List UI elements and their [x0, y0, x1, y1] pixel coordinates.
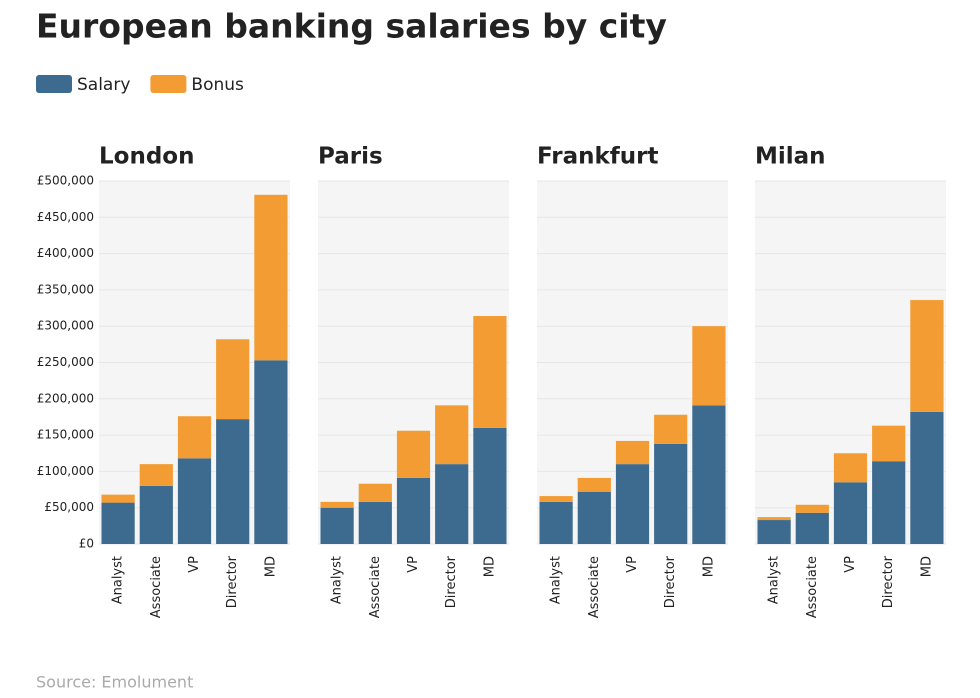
- y-tick-label: £500,000: [37, 174, 94, 188]
- bar-segment: [910, 300, 944, 412]
- bar-segment: [473, 316, 507, 428]
- bar-segment: [320, 501, 354, 508]
- y-tick-label: £300,000: [37, 319, 94, 333]
- y-tick-label: £350,000: [37, 282, 94, 296]
- x-tick-label: Analyst: [330, 556, 345, 604]
- bar-segment: [692, 405, 726, 544]
- panel-title: Frankfurt: [537, 144, 659, 170]
- bar-segment: [577, 491, 611, 544]
- bar-segment: [872, 461, 906, 544]
- bar-segment: [615, 464, 650, 544]
- bar-segment: [435, 464, 469, 544]
- x-tick-label: VP: [187, 556, 202, 573]
- x-tick-label: VP: [406, 556, 421, 573]
- x-tick-label: VP: [843, 556, 858, 573]
- x-tick-label: Analyst: [111, 556, 126, 604]
- bar-segment: [692, 326, 726, 406]
- x-tick-label: Director: [663, 555, 678, 608]
- x-tick-label: Associate: [368, 556, 383, 618]
- legend-label: Bonus: [191, 75, 244, 95]
- chart-title: European banking salaries by city: [36, 7, 667, 46]
- bar-segment: [539, 501, 573, 544]
- bar-segment: [615, 440, 650, 465]
- x-tick-label: Analyst: [767, 556, 782, 604]
- bar-segment: [254, 194, 288, 361]
- x-tick-label: Associate: [587, 556, 602, 618]
- bar-segment: [833, 453, 868, 483]
- x-tick-label: Associate: [149, 556, 164, 618]
- x-tick-label: Director: [225, 555, 240, 608]
- panel-title: Milan: [755, 144, 826, 170]
- bar-segment: [139, 485, 173, 544]
- bar-segment: [795, 512, 829, 544]
- bar-segment: [216, 419, 250, 544]
- y-tick-label: £0: [79, 537, 94, 551]
- panel-title: London: [99, 144, 194, 170]
- y-tick-label: £250,000: [37, 355, 94, 369]
- y-tick-label: £400,000: [37, 246, 94, 260]
- bar-segment: [833, 482, 868, 544]
- x-tick-label: MD: [701, 556, 716, 577]
- bar-segment: [435, 405, 469, 465]
- y-tick-label: £150,000: [37, 428, 94, 442]
- source: Source: Emolument: [36, 673, 193, 692]
- y-tick-label: £450,000: [37, 210, 94, 224]
- bar-segment: [320, 507, 354, 544]
- y-tick-label: £100,000: [37, 464, 94, 478]
- y-tick-label: £200,000: [37, 391, 94, 405]
- bar-segment: [872, 425, 906, 462]
- bar-segment: [177, 458, 212, 544]
- x-tick-label: Director: [444, 555, 459, 608]
- bar-segment: [396, 430, 431, 478]
- bar-segment: [654, 414, 688, 444]
- y-tick-label: £50,000: [44, 500, 94, 514]
- x-tick-label: Analyst: [549, 556, 564, 604]
- bar-segment: [654, 443, 688, 544]
- bar-segment: [358, 483, 392, 502]
- legend-swatch: [150, 75, 187, 93]
- bar-segment: [910, 411, 944, 544]
- bar-segment: [757, 517, 791, 521]
- x-tick-label: MD: [919, 556, 934, 577]
- bar-segment: [757, 520, 791, 544]
- legend-label: Salary: [77, 75, 130, 95]
- bar-segment: [139, 464, 173, 486]
- bar-segment: [795, 504, 829, 513]
- x-tick-label: MD: [263, 556, 278, 577]
- bar-segment: [216, 339, 250, 420]
- bar-segment: [254, 360, 288, 544]
- x-tick-label: Director: [881, 555, 896, 608]
- panel-title: Paris: [318, 144, 383, 170]
- bar-segment: [101, 502, 135, 544]
- x-tick-label: VP: [625, 556, 640, 573]
- bar-segment: [177, 416, 212, 459]
- bar-segment: [101, 494, 135, 503]
- bar-segment: [473, 427, 507, 544]
- bar-segment: [577, 477, 611, 492]
- bar-segment: [539, 496, 573, 502]
- legend-swatch: [36, 75, 72, 93]
- bar-segment: [396, 477, 431, 544]
- bar-segment: [358, 501, 392, 544]
- x-tick-label: Associate: [805, 556, 820, 618]
- x-tick-label: MD: [482, 556, 497, 577]
